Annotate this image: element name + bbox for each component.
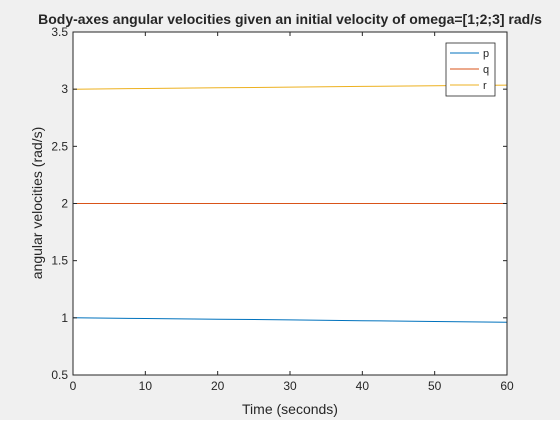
x-tick-label: 30 [283, 379, 297, 393]
legend-label-r: r [483, 80, 487, 92]
y-tick-label: 3.5 [51, 25, 68, 39]
legend-label-q: q [483, 64, 489, 76]
series-layer [72, 84, 508, 323]
y-tick-label: 3 [61, 82, 68, 96]
x-tick-label: 20 [211, 379, 225, 393]
legend: pqr [445, 42, 496, 97]
chart-title: Body-axes angular velocities given an in… [38, 11, 542, 27]
x-tick-label: 10 [139, 379, 153, 393]
x-tick-label: 40 [356, 379, 370, 393]
legend-label-p: p [483, 48, 489, 60]
legend-items: pqr [450, 48, 489, 92]
x-tick-label: 0 [70, 379, 77, 393]
series-line-p [72, 317, 508, 323]
y-tick-label: 2 [61, 197, 68, 211]
ticks-layer: 0 10 20 30 40 50 60 0.5 1 1.5 2 2.5 3 3.5 [51, 25, 514, 393]
y-axis-label: angular velocities (rad/s) [29, 127, 45, 280]
y-tick-label: 0.5 [51, 368, 68, 382]
series-line-r [72, 84, 508, 90]
y-tick-label: 2.5 [51, 139, 68, 153]
x-tick-label: 60 [500, 379, 514, 393]
x-axis-label: Time (seconds) [242, 401, 338, 417]
y-tick-label: 1.5 [51, 254, 68, 268]
x-tick-label: 50 [428, 379, 442, 393]
y-tick-label: 1 [61, 311, 68, 325]
